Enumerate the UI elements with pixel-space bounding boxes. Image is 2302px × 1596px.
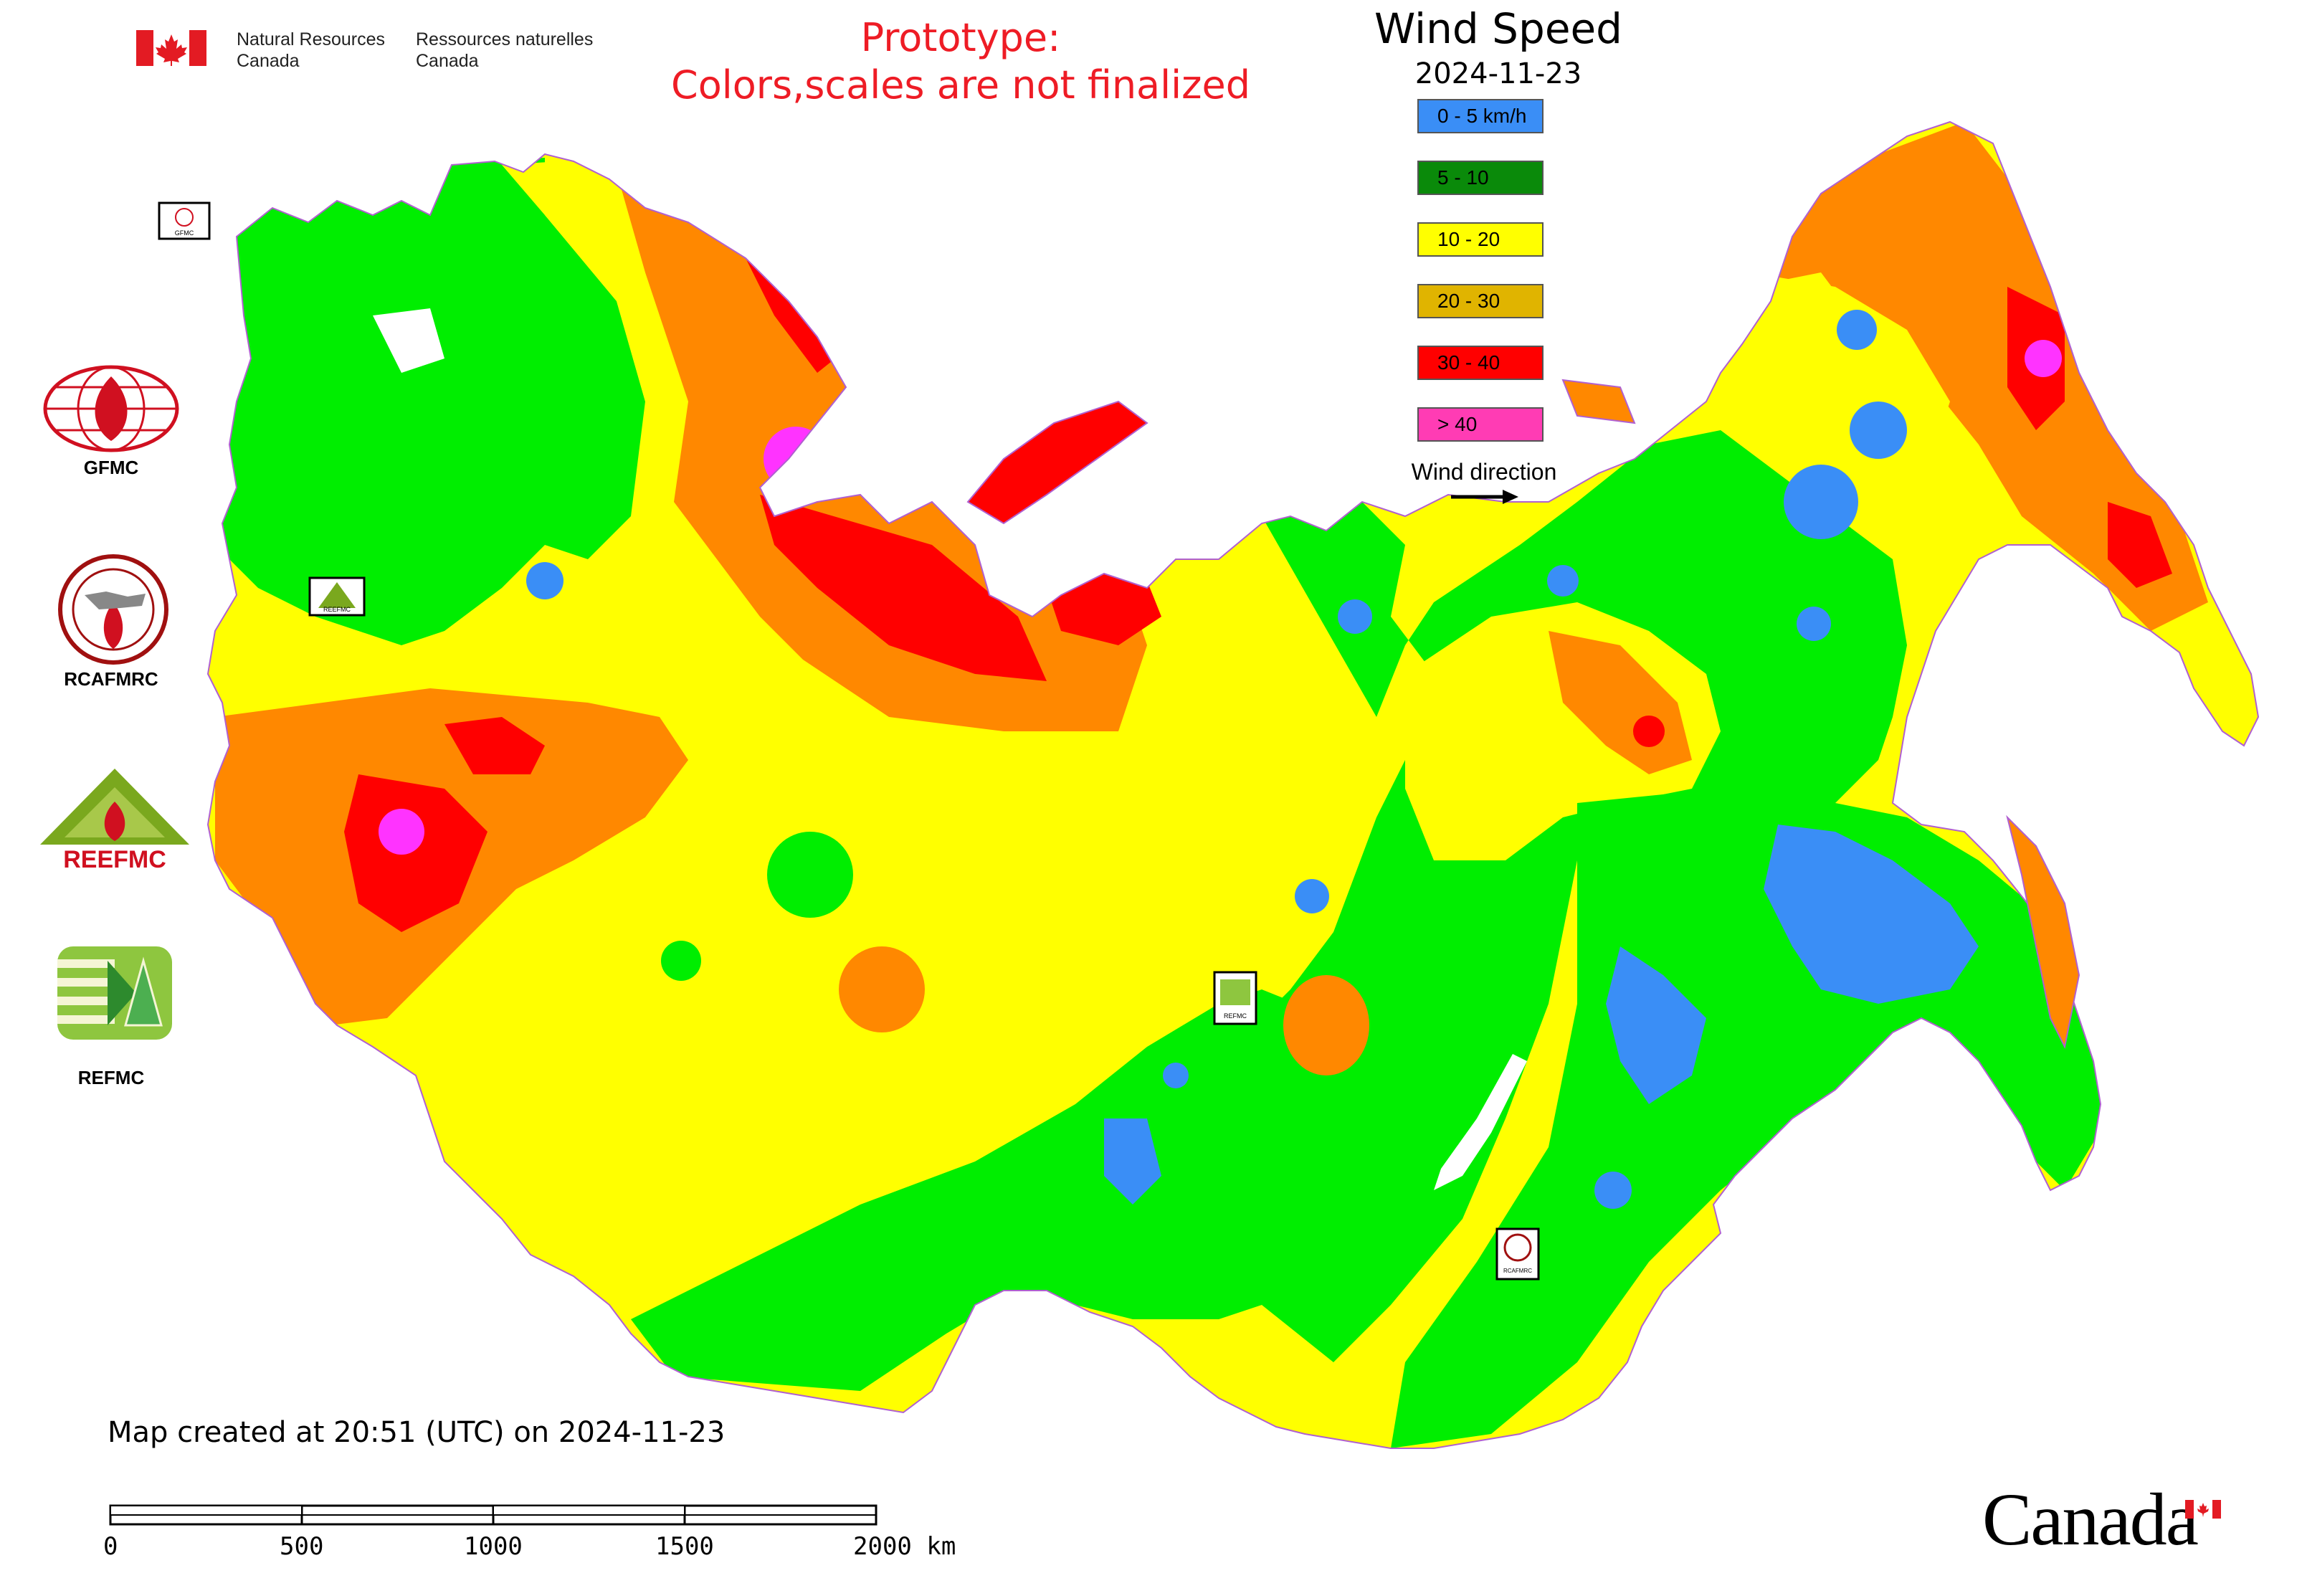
- gfmc-label: GFMC: [83, 457, 139, 478]
- sakhalin: [2006, 814, 2080, 1050]
- zone-30-40-yakutia: [1633, 716, 1665, 747]
- zone-5-10-northwest: [215, 158, 645, 645]
- legend-class-10-20: 10 - 20: [1417, 222, 1544, 257]
- zone-lt5-yakutia-4: [1797, 607, 1831, 641]
- reefmc-map-marker: REEFMC: [308, 576, 366, 617]
- zone-10-20-chukotka: [1749, 272, 1950, 445]
- zone-30-40-volga: [444, 717, 545, 774]
- zone-lt5-karelia: [526, 562, 563, 599]
- rcafmrc-marker-label: RCAFMRC: [1503, 1268, 1532, 1274]
- map-created-note: Map created at 20:51 (UTC) on 2024-11-23: [108, 1416, 726, 1449]
- gfmc-logo-icon: [43, 365, 179, 452]
- reefmc-label: REEFMC: [63, 846, 166, 873]
- zone-lt5-sayan: [1104, 1118, 1161, 1205]
- wind-direction-arrow-icon: [1451, 490, 1518, 504]
- reefmc-logo-icon: REEFMC: [40, 769, 189, 873]
- zone-5-10-central: [1219, 430, 1907, 1362]
- lake-ladoga: [373, 308, 444, 373]
- legend-class-5-10: 5 - 10: [1417, 161, 1544, 195]
- scale-label-0: 0: [103, 1532, 118, 1561]
- legend-date: 2024-11-23: [1414, 57, 1582, 90]
- agency-en-line2: Canada: [237, 51, 300, 71]
- zone-gt40-kola: [764, 427, 828, 491]
- agency-name-en: Natural Resources Canada: [237, 29, 385, 72]
- agency-fr-line1: Ressources naturelles: [416, 29, 594, 49]
- zone-lt5-yakutia-2: [1784, 465, 1858, 539]
- zone-5-10-pocket-1: [767, 832, 853, 918]
- zone-10-20-northwest: [502, 158, 688, 402]
- refmc-marker-label: REFMC: [1224, 1012, 1247, 1020]
- zone-gt40-southwest: [379, 809, 424, 855]
- scale-label-1500: 1500: [655, 1532, 714, 1561]
- scale-label-2000: 2000 km: [853, 1532, 956, 1561]
- zone-30-40-yamal: [760, 495, 1047, 681]
- gfmc-map-marker: GFMC: [158, 201, 211, 240]
- zone-lt5-north-2: [1547, 565, 1579, 597]
- refmc-map-marker: REFMC: [1213, 971, 1257, 1025]
- prototype-line1: Prototype:: [860, 15, 1061, 60]
- legend-class-20-30: 20 - 30: [1417, 284, 1544, 318]
- prototype-notice: Prototype: Colors,scales are not finaliz…: [631, 14, 1290, 109]
- legend-class-30-40: 30 - 40: [1417, 346, 1544, 380]
- agency-fr-line2: Canada: [416, 51, 479, 71]
- zone-lt5-south-2: [1594, 1172, 1632, 1209]
- agency-name-fr: Ressources naturelles Canada: [416, 29, 593, 72]
- rcafmrc-map-marker: RCAFMRC: [1495, 1227, 1540, 1281]
- zone-20-30-pocket-2: [1283, 975, 1369, 1075]
- gfmc-marker-label: GFMC: [175, 229, 194, 237]
- zone-lt5-yakutia-3: [1837, 310, 1877, 350]
- scale-label-1000: 1000: [464, 1532, 523, 1561]
- canada-wordmark: Canada: [1982, 1478, 2199, 1561]
- zone-30-40-okhotsk: [2108, 502, 2172, 588]
- canada-flag-icon: [136, 30, 206, 66]
- zone-gt40-kamchatka: [2025, 340, 2062, 377]
- zone-lt5-yakutia-1: [1850, 402, 1907, 459]
- zone-lt5-south-1: [1163, 1063, 1189, 1088]
- zone-5-10-pocket-2: [661, 941, 701, 981]
- rcafmrc-logo-icon: [58, 554, 168, 665]
- prototype-line2: Colors,scales are not finalized: [671, 62, 1250, 108]
- wind-direction-label: Wind direction: [1411, 459, 1557, 485]
- legend-class-gt40: > 40: [1417, 407, 1544, 442]
- refmc-logo-icon: [57, 946, 172, 1040]
- rcafmrc-label: RCAFMRC: [64, 668, 158, 690]
- legend-title: Wind Speed: [1374, 4, 1623, 53]
- zone-20-30-pocket: [839, 946, 925, 1032]
- scale-label-500: 500: [280, 1532, 324, 1561]
- zone-lt5-central: [1295, 879, 1329, 913]
- zone-20-30-kamchatka: [1749, 122, 2208, 631]
- refmc-label: REFMC: [77, 1067, 145, 1088]
- zone-30-40-southwest: [344, 774, 487, 932]
- zone-5-10-south: [631, 989, 1348, 1391]
- zone-lt5-north-1: [1338, 599, 1372, 634]
- canada-wordmark-flag-icon: [2185, 1500, 2221, 1519]
- lake-baikal: [1434, 1054, 1527, 1190]
- legend-class-0-5: 0 - 5 km/h: [1417, 99, 1544, 133]
- zone-lt5-baikal-east: [1606, 946, 1706, 1104]
- arctic-islands: [1561, 379, 1636, 424]
- wind-zones: [208, 122, 2258, 1448]
- agency-en-line1: Natural Resources: [237, 29, 386, 49]
- zone-lt5-amur: [1764, 825, 1979, 1004]
- novaya-zemlya: [966, 400, 1148, 525]
- scale-bar: [109, 1504, 877, 1526]
- reefmc-marker-label: REEFMC: [323, 606, 351, 613]
